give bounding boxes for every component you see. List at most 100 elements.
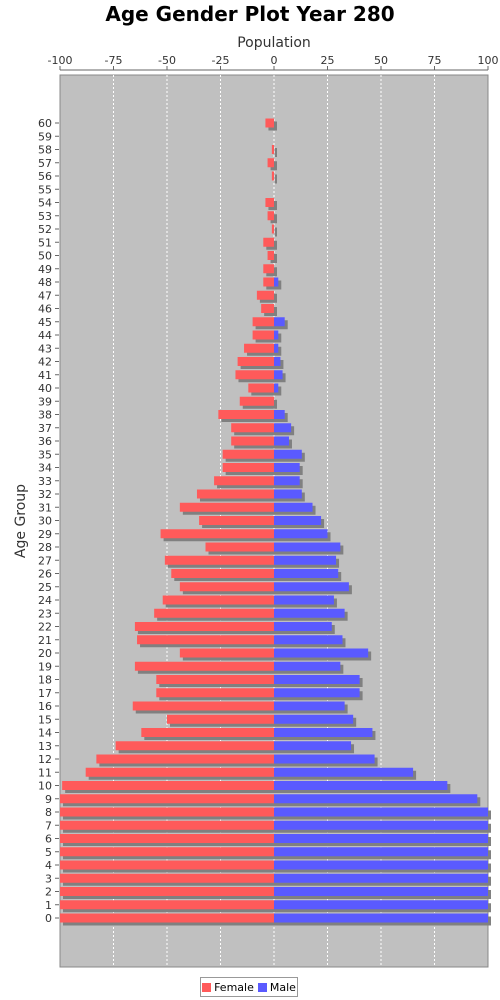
y-tick-label: 10: [38, 780, 52, 793]
x-tick-label: -75: [105, 54, 123, 67]
x-tick-label: 100: [478, 54, 499, 67]
bar-male-1: [274, 900, 488, 910]
y-tick-label: 13: [38, 740, 52, 753]
y-tick-label: 50: [38, 250, 52, 263]
y-tick-label: 43: [38, 342, 52, 355]
bar-female-34: [222, 463, 274, 472]
bar-female-56: [271, 171, 274, 181]
bar-female-37: [231, 423, 274, 433]
y-tick-label: 58: [38, 144, 52, 157]
bar-female-12: [96, 754, 274, 764]
bar-male-14: [274, 728, 373, 737]
bar-male-2: [274, 887, 488, 896]
x-tick-label: -50: [158, 54, 176, 67]
bar-male-26: [274, 569, 339, 578]
bar-shadow: [277, 346, 282, 356]
y-tick-label: 36: [38, 435, 52, 448]
y-tick-label: 11: [38, 766, 52, 779]
y-tick-label: 55: [38, 183, 52, 196]
y-tick-label: 5: [45, 846, 52, 859]
bar-female-4: [60, 860, 274, 870]
bar-female-1: [60, 900, 274, 910]
bar-female-19: [134, 661, 274, 671]
bar-male-22: [274, 622, 332, 631]
bar-male-42: [274, 357, 281, 366]
bar-female-35: [222, 449, 274, 459]
bar-female-17: [156, 688, 274, 698]
y-tick-label: 34: [38, 462, 52, 475]
y-tick-label: 32: [38, 488, 52, 501]
y-tick-label: 27: [38, 554, 52, 567]
bar-female-28: [205, 542, 274, 552]
y-tick-label: 30: [38, 515, 52, 528]
bar-female-11: [85, 767, 275, 777]
bar-shadow: [274, 148, 277, 157]
y-tick-label: 8: [45, 806, 52, 819]
bar-female-29: [160, 529, 274, 539]
y-tick-label: 4: [45, 859, 52, 872]
bar-female-41: [235, 370, 274, 380]
bar-male-7: [274, 820, 488, 830]
bar-male-27: [274, 555, 337, 565]
bar-female-22: [134, 622, 274, 631]
bar-male-30: [274, 516, 322, 525]
bar-female-9: [60, 794, 274, 804]
x-axis: -100 -75 -50 -25 0 25 50 75 100: [48, 54, 499, 71]
y-tick-label: 18: [38, 674, 52, 687]
bar-male-38: [274, 410, 285, 419]
y-tick-label: 19: [38, 660, 52, 673]
y-tick-label: 26: [38, 568, 52, 581]
bar-shadow: [274, 174, 277, 184]
bar-female-47: [256, 290, 274, 300]
y-tick-label: 22: [38, 621, 52, 634]
y-tick-label: 14: [38, 727, 52, 740]
bar-male-3: [274, 873, 488, 883]
bar-male-16: [274, 701, 345, 711]
y-tick-label: 57: [38, 157, 52, 170]
y-tick-label: 17: [38, 687, 52, 700]
y-axis: 0123456789101112131415161718192021222324…: [38, 117, 59, 925]
y-tick-label: 28: [38, 541, 52, 554]
bar-female-52: [271, 224, 274, 234]
legend: Female Male: [200, 977, 298, 997]
y-tick-label: 31: [38, 501, 52, 514]
bar-female-38: [218, 410, 274, 419]
bar-male-33: [274, 476, 300, 486]
bar-male-18: [274, 675, 360, 684]
y-tick-label: 3: [45, 872, 52, 885]
bar-female-31: [179, 502, 274, 512]
x-tick-label: 50: [374, 54, 388, 67]
bar-male-6: [274, 834, 488, 843]
legend-swatch-female: [202, 982, 212, 992]
bar-female-15: [167, 714, 274, 724]
y-tick-label: 9: [45, 793, 52, 806]
bar-female-43: [244, 343, 274, 353]
bar-shadow: [274, 227, 277, 237]
bar-male-11: [274, 767, 414, 777]
y-tick-label: 56: [38, 170, 52, 183]
bar-female-0: [60, 913, 274, 923]
bar-female-46: [261, 304, 274, 313]
bar-male-29: [274, 529, 328, 539]
bar-female-32: [196, 489, 274, 499]
bar-male-0: [274, 913, 488, 923]
bar-female-14: [141, 728, 274, 737]
bar-female-42: [237, 357, 274, 366]
bar-male-44: [274, 330, 279, 340]
bar-male-40: [274, 383, 279, 393]
bar-female-53: [267, 211, 274, 221]
bar-female-58: [271, 145, 274, 154]
bar-female-3: [60, 873, 274, 883]
y-tick-label: 16: [38, 700, 52, 713]
bar-female-50: [267, 251, 274, 260]
y-tick-label: 41: [38, 369, 52, 382]
chart-title: Age Gender Plot Year 280: [105, 2, 395, 26]
bar-female-25: [179, 582, 274, 592]
bar-female-26: [171, 569, 274, 578]
bar-male-19: [274, 661, 341, 671]
bar-female-18: [156, 675, 274, 684]
bar-male-5: [274, 847, 488, 857]
bar-male-15: [274, 714, 354, 724]
legend-label-female: Female: [214, 980, 254, 994]
